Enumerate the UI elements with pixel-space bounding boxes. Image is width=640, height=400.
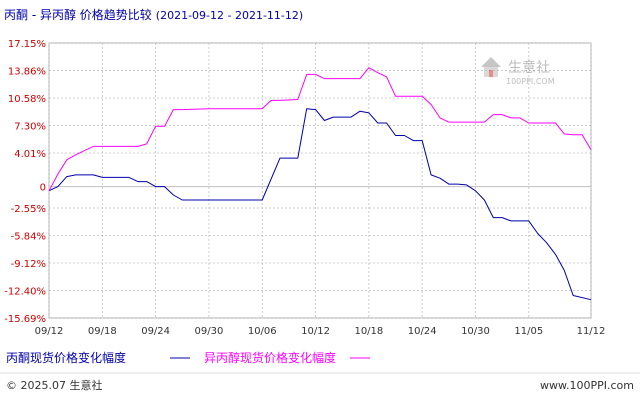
- footer-copyright: © 2025.07 生意社: [6, 378, 102, 392]
- watermark: 生意社 100PPI.COM: [481, 57, 555, 86]
- y-tick-label: -5.84%: [11, 232, 46, 243]
- y-tick-label: -12.40%: [4, 286, 46, 297]
- x-tick-label: 10/30: [461, 326, 490, 337]
- x-tick-label: 09/12: [35, 326, 64, 337]
- series-line-1: [48, 108, 592, 301]
- y-tick-label: 4.01%: [14, 149, 46, 160]
- y-tick-label: 10.58%: [8, 94, 46, 105]
- y-tick-label: 17.15%: [8, 39, 46, 50]
- x-tick-label: 11/12: [577, 326, 606, 337]
- x-tick-label: 10/18: [354, 326, 383, 337]
- x-tick-label: 10/12: [301, 326, 330, 337]
- series-line-2: [48, 67, 592, 192]
- x-tick-label: 09/18: [88, 326, 117, 337]
- legend-label-series-1: 丙酮现货价格变化幅度: [6, 350, 126, 365]
- chart-title: 丙酮 - 异丙醇 价格趋势比较 (2021-09-12 - 2021-11-12): [4, 7, 303, 22]
- plot-area: [48, 42, 592, 319]
- legend: 丙酮现货价格变化幅度 异丙醇现货价格变化幅度: [6, 350, 370, 365]
- y-tick-label: 7.30%: [14, 121, 46, 132]
- x-tick-label: 10/24: [408, 326, 437, 337]
- grid-lines: [48, 42, 592, 319]
- y-axis-tick-labels: 17.15% 13.86% 10.58% 7.30% 4.01% 0 -2.55% -5.84…: [4, 39, 46, 325]
- y-tick-label: 0: [40, 183, 46, 194]
- x-axis-tick-labels: 09/12 09/18 09/24 09/30 10/06 10/12 10/18 10/24…: [35, 326, 606, 337]
- x-tick-label: 09/24: [141, 326, 170, 337]
- chart-date-range: (2021-09-12 - 2021-11-12): [156, 9, 303, 22]
- y-tick-label: -9.12%: [11, 259, 46, 270]
- watermark-url: 100PPI.COM: [506, 77, 555, 86]
- y-tick-label: -15.69%: [4, 314, 46, 325]
- series-lines: [48, 67, 592, 301]
- house-logo-icon: [481, 57, 501, 77]
- footer-site-link[interactable]: www.100PPI.com: [540, 379, 634, 392]
- x-tick-label: 09/30: [195, 326, 224, 337]
- x-tick-label: 11/05: [514, 326, 543, 337]
- watermark-text-cn: 生意社: [508, 59, 550, 76]
- chart-title-main: 丙酮 - 异丙醇 价格趋势比较: [4, 7, 152, 22]
- legend-label-series-2: 异丙醇现货价格变化幅度: [204, 350, 336, 365]
- x-tick-label: 10/06: [248, 326, 277, 337]
- y-tick-label: 13.86%: [8, 67, 46, 78]
- y-tick-label: -2.55%: [11, 204, 46, 215]
